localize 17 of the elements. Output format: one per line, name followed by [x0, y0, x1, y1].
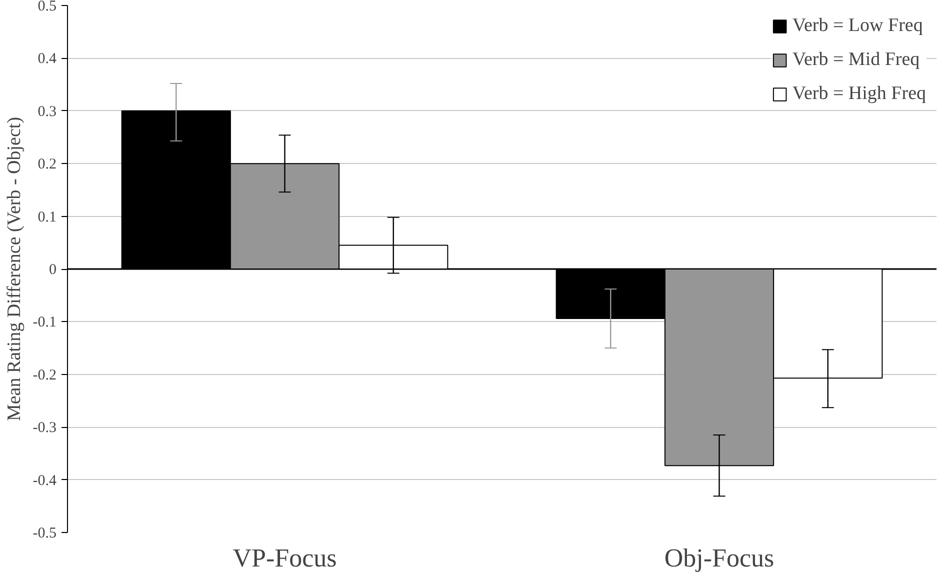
y-tick-label: 0 — [49, 262, 56, 278]
y-tick-label: 0.2 — [38, 156, 56, 173]
y-tick-label: 0.4 — [38, 51, 57, 68]
y-tick-label: 0.1 — [38, 209, 56, 226]
x-tick-label: VP-Focus — [232, 544, 337, 572]
legend-label: Verb = Mid Freq — [792, 49, 920, 71]
legend-label: Verb = Low Freq — [792, 15, 923, 37]
y-tick-label: -0.2 — [32, 367, 57, 384]
y-tick-label: 0.3 — [38, 104, 56, 120]
y-axis-title: Mean Rating Difference (Verb - Object) — [4, 116, 25, 422]
y-tick-label: -0.4 — [32, 472, 57, 489]
y-tick-label: -0.3 — [32, 420, 57, 436]
y-tick-label: 0.5 — [38, 0, 56, 14]
y-tick-label: -0.5 — [32, 526, 57, 542]
legend-label: Verb = High Freq — [792, 83, 926, 105]
x-tick-label: Obj-Focus — [664, 544, 774, 572]
y-tick-label: -0.1 — [32, 314, 57, 331]
